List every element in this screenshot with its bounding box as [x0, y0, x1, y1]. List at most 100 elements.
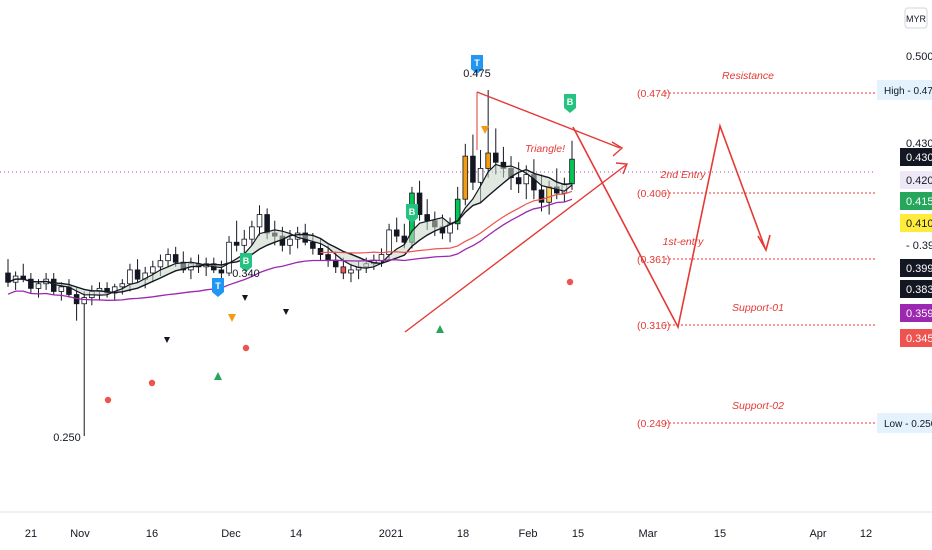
- candles-layer: [5, 90, 575, 436]
- candle-body: [424, 214, 430, 222]
- candle-body: [378, 254, 385, 262]
- ma-slow-line: [7, 198, 573, 301]
- price-label: 0.430: [906, 152, 932, 164]
- x-tick-label: Mar: [639, 528, 658, 540]
- candle-body: [523, 174, 530, 185]
- x-tick-label: Feb: [519, 528, 538, 540]
- triangle-upper-arrow: [611, 141, 624, 157]
- high-label-bg: [877, 80, 932, 100]
- currency-label: MYR: [906, 14, 927, 24]
- sell-dot: [104, 396, 112, 404]
- ma-mid-line: [7, 168, 573, 294]
- down-marker: [283, 309, 289, 315]
- warn-triangle: [481, 126, 489, 134]
- x-tick-label: 12: [860, 528, 872, 540]
- signal-badge-letter: T: [474, 58, 480, 68]
- forecast-arrow: [757, 234, 771, 253]
- ma-red-line: [320, 190, 573, 254]
- labels-layer: (0.474) Resistance (0.406) 2nd Entry (0.361)…: [53, 55, 784, 444]
- sell-dot: [148, 379, 156, 387]
- level-name-label: Support-02: [732, 400, 784, 412]
- candle-body: [485, 152, 491, 169]
- candle-body: [218, 269, 225, 274]
- level-value-label: (0.361): [637, 254, 670, 266]
- price-label: 0.345: [906, 333, 932, 345]
- candle-body: [546, 186, 552, 203]
- candle-body: [515, 177, 522, 185]
- candle-body: [454, 198, 461, 225]
- signal-badge-shape: [240, 253, 252, 272]
- signal-badge-shape: [564, 94, 576, 113]
- candle-body: [393, 229, 400, 237]
- price-label-bg: [900, 148, 932, 166]
- low-point-label: 0.250: [53, 432, 81, 444]
- price-label: 0.383: [906, 284, 932, 296]
- candle-body: [287, 238, 293, 246]
- y-tick-label: 0.430: [906, 138, 932, 150]
- price-label: 0.415: [906, 196, 932, 208]
- signal-badge-shape: [212, 278, 224, 297]
- y-tick-label: 0.500: [906, 51, 932, 63]
- candle-body: [310, 241, 316, 249]
- warn-triangle: [228, 314, 236, 322]
- candle-body: [226, 241, 232, 274]
- down-marker: [242, 295, 248, 301]
- price-label-bg: [900, 171, 932, 189]
- signal-badge-letter: T: [215, 281, 221, 291]
- candle-body: [249, 226, 255, 240]
- signal-badge-letter: B: [243, 256, 250, 266]
- candle-body: [477, 168, 484, 183]
- candle-body: [35, 283, 42, 289]
- x-tick-label: 15: [714, 528, 726, 540]
- candle-body: [241, 238, 248, 246]
- low-label: Low - 0.250: [884, 419, 932, 430]
- signal-badge: B: [240, 253, 252, 272]
- candle-body: [332, 260, 339, 268]
- x-tick-label: Apr: [809, 528, 826, 540]
- level-value-label: (0.406): [637, 188, 670, 200]
- sell-dot: [566, 278, 574, 286]
- candle-body: [127, 269, 133, 285]
- candle-body: [5, 272, 11, 283]
- signal-badge-letter: B: [409, 207, 416, 217]
- candle-body: [538, 189, 545, 203]
- x-tick-label: 14: [290, 528, 302, 540]
- ma-fast-line: [7, 163, 573, 296]
- price-label: - 0.399: [906, 240, 932, 252]
- signal-badge: T: [212, 278, 224, 297]
- price-label-bg: [900, 329, 932, 347]
- level-value-label: (0.474): [637, 88, 670, 100]
- triangle-lower-arrow: [615, 162, 628, 175]
- buy-triangle: [214, 372, 222, 380]
- down-marker: [164, 337, 170, 343]
- x-tick-label: 16: [146, 528, 158, 540]
- candle-body: [569, 158, 575, 185]
- buy-triangle: [436, 325, 444, 333]
- candle-body: [348, 269, 354, 274]
- price-label: 0.359: [906, 308, 932, 320]
- signal-badge-letter: B: [567, 97, 574, 107]
- triangle-lower-line: [404, 164, 627, 333]
- price-label-bg: [900, 214, 932, 232]
- candle-body: [493, 152, 499, 163]
- price-label: 0.410: [906, 218, 932, 230]
- candle-body: [172, 254, 179, 263]
- candle-body: [165, 254, 171, 262]
- level-value-label: (0.249): [637, 418, 670, 430]
- candle-body: [340, 266, 347, 274]
- level-value-label: (0.316): [637, 320, 670, 332]
- candle-body: [81, 297, 87, 305]
- price-label: 0.399: [906, 263, 932, 275]
- triangle-upper-line: [476, 91, 621, 149]
- candle-body: [386, 229, 392, 255]
- price-label-bg: [900, 259, 932, 277]
- sell-dot: [242, 344, 250, 352]
- candle-body: [58, 286, 65, 292]
- signal-badge: T: [471, 55, 483, 74]
- high-label: High - 0.475: [884, 86, 932, 97]
- candle-body: [264, 214, 270, 234]
- candle-body: [416, 192, 423, 215]
- x-tick-label: 18: [457, 528, 469, 540]
- signal-badge-shape: [471, 55, 483, 74]
